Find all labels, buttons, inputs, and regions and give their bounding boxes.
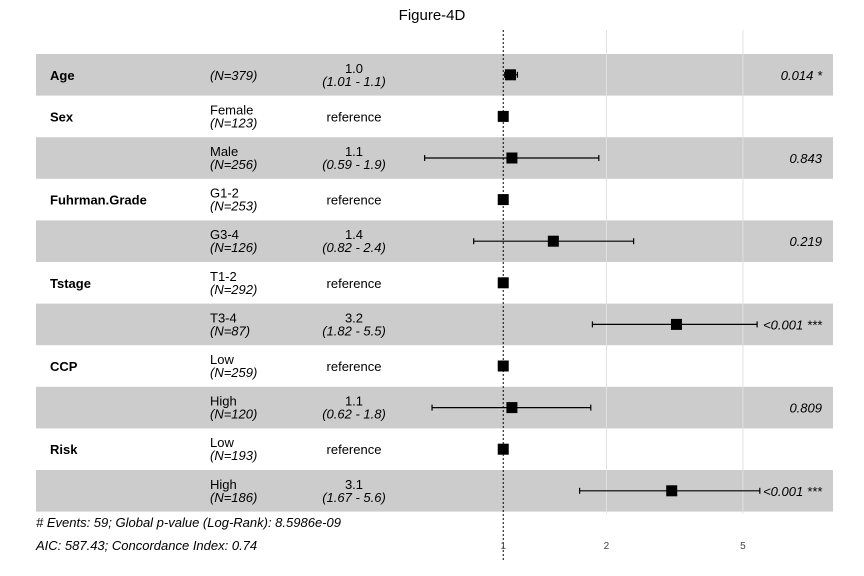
level-label: Low (210, 352, 234, 367)
level-label: G1-2 (210, 186, 239, 201)
table-row: Male(N=256) 1.1(0.59 - 1.9) 0.843 (210, 144, 823, 172)
footnote-events: # Events: 59; Global p-value (Log-Rank):… (36, 515, 341, 530)
variable-name: Risk (50, 442, 78, 457)
hazard-ratio: 1.1 (345, 394, 363, 409)
variable-name: Fuhrman.Grade (50, 193, 147, 208)
level-label: Male (210, 144, 238, 159)
estimate-marks (424, 69, 761, 497)
p-value: <0.001 *** (763, 484, 823, 499)
level-label: T3-4 (210, 310, 237, 325)
sample-size: (N=259) (210, 365, 257, 380)
confidence-interval: (0.62 - 1.8) (322, 407, 386, 422)
sample-size: (N=193) (210, 448, 257, 463)
hazard-ratio: 1.0 (345, 61, 363, 76)
table-row: G3-4(N=126) 1.4(0.82 - 2.4) 0.219 (210, 227, 822, 255)
p-value: 0.219 (789, 234, 822, 249)
level-label: Low (210, 435, 234, 450)
table-row: Fuhrman.Grade G1-2(N=253) reference (50, 186, 381, 214)
reference-label: reference (327, 359, 382, 374)
table-row: Sex Female(N=123) reference (50, 102, 381, 130)
confidence-interval: (0.82 - 2.4) (322, 240, 386, 255)
vertical-gridlines (605, 30, 744, 514)
reference-label: reference (327, 276, 382, 291)
table-row: T3-4(N=87) 3.2(1.82 - 5.5) <0.001 *** (210, 310, 823, 338)
reference-label: reference (327, 193, 382, 208)
level-label: T1-2 (210, 269, 237, 284)
hazard-ratio: 1.4 (345, 227, 363, 242)
hazard-ratio-point (497, 110, 509, 122)
hazard-ratio-point (504, 69, 516, 81)
table-row: Tstage T1-2(N=292) reference (50, 269, 381, 297)
row-bands (36, 54, 833, 512)
hazard-ratio-point (666, 485, 678, 497)
variable-name: Tstage (50, 276, 91, 291)
chart-title: Figure-4D (399, 7, 466, 24)
hazard-ratio-point (506, 402, 518, 414)
p-value: <0.001 *** (763, 317, 823, 332)
sample-size: (N=87) (210, 323, 250, 338)
table-row: Age (N=379) 1.0(1.01 - 1.1) 0.014 * (50, 61, 823, 89)
sample-size: (N=120) (210, 407, 257, 422)
sample-size: (N=253) (210, 199, 257, 214)
table-row: CCP Low(N=259) reference (50, 352, 381, 380)
variable-name: Age (50, 68, 75, 83)
table-row: High(N=120) 1.1(0.62 - 1.8) 0.809 (210, 394, 822, 422)
sample-size: (N=126) (210, 240, 257, 255)
row-band (36, 220, 833, 262)
hazard-ratio: 1.1 (345, 144, 363, 159)
level-label: Female (210, 102, 253, 117)
p-value: 0.843 (789, 151, 822, 166)
p-value: 0.809 (789, 401, 822, 416)
hazard-ratio: 3.2 (345, 310, 363, 325)
sample-size: (N=123) (210, 115, 257, 130)
footnotes: # Events: 59; Global p-value (Log-Rank):… (35, 515, 341, 553)
hazard-ratio: 3.1 (345, 477, 363, 492)
footnote-aic: AIC: 587.43; Concordance Index: 0.74 (35, 538, 257, 553)
variable-name: Sex (50, 109, 74, 124)
level-label: High (210, 394, 237, 409)
x-tick-label: 5 (740, 541, 746, 552)
confidence-interval: (1.01 - 1.1) (322, 74, 386, 89)
sample-size: (N=379) (210, 68, 257, 83)
table-rows: Age (N=379) 1.0(1.01 - 1.1) 0.014 * Sex Femal… (50, 61, 823, 505)
hazard-ratio-point (506, 152, 518, 164)
table-row: High(N=186) 3.1(1.67 - 5.6) <0.001 *** (210, 477, 823, 505)
sample-size: (N=256) (210, 157, 257, 172)
table-row: Risk Low(N=193) reference (50, 435, 381, 463)
confidence-interval: (0.59 - 1.9) (322, 157, 386, 172)
hazard-ratio-point (497, 194, 509, 206)
row-band (36, 54, 833, 96)
sample-size: (N=292) (210, 282, 257, 297)
reference-label: reference (327, 442, 382, 457)
level-label: G3-4 (210, 227, 239, 242)
hazard-ratio-point (497, 360, 509, 372)
variable-name: CCP (50, 359, 78, 374)
level-label: High (210, 477, 237, 492)
x-tick-labels: 1 2 5 (500, 541, 746, 552)
x-tick-label: 1 (500, 541, 506, 552)
hazard-ratio-point (497, 277, 509, 289)
x-tick-label: 2 (604, 541, 610, 552)
sample-size: (N=186) (210, 490, 257, 505)
hazard-ratio-point (497, 443, 509, 455)
p-value: 0.014 * (781, 68, 823, 83)
reference-label: reference (327, 109, 382, 124)
hazard-ratio-point (547, 235, 559, 247)
hazard-ratio-point (670, 318, 682, 330)
confidence-interval: (1.82 - 5.5) (322, 323, 386, 338)
confidence-interval: (1.67 - 5.6) (322, 490, 386, 505)
